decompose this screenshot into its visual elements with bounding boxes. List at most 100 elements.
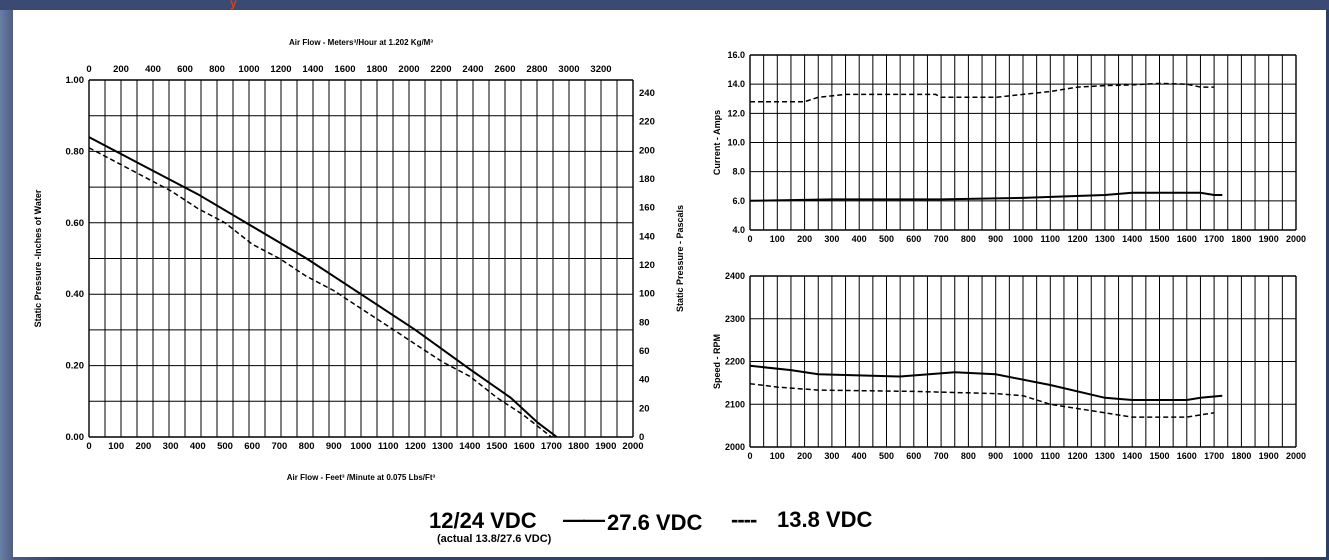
right-tick-label: 60 xyxy=(639,346,650,357)
top-tick-label: 1200 xyxy=(270,64,291,75)
y2-axis-label: Static Pressure - Pascals xyxy=(675,205,685,312)
x-tick-label: 300 xyxy=(824,234,839,244)
top-tick-label: 200 xyxy=(113,64,129,75)
x-axis-label: Air Flow - Feet³ /Minute at 0.075 Lbs/Ft… xyxy=(287,473,436,482)
chart-3 xyxy=(749,275,1297,448)
y-tick-label: 12.0 xyxy=(727,108,745,118)
top-tick-label: 2400 xyxy=(462,64,483,75)
top-tick-label: 1000 xyxy=(238,64,259,75)
y-tick-label: 0.20 xyxy=(66,361,85,372)
x-tick-label: 200 xyxy=(135,441,151,452)
series-line-solid xyxy=(749,191,1223,202)
x-tick-label: 2000 xyxy=(1286,451,1306,461)
x-tick-label: 1500 xyxy=(1149,234,1169,244)
y-tick-label: 14.0 xyxy=(727,79,745,89)
x-tick-label: 1000 xyxy=(350,441,371,452)
right-tick-label: 240 xyxy=(639,88,655,99)
y-tick-label: 0.40 xyxy=(66,289,85,300)
series-line-solid xyxy=(88,136,558,438)
y-tick-label: 2300 xyxy=(725,314,745,324)
top-tick-label: 3200 xyxy=(590,64,611,75)
x-tick-label: 1700 xyxy=(1204,451,1224,461)
x-tick-label: 700 xyxy=(934,234,949,244)
top-tick-label: 1400 xyxy=(302,64,323,75)
x-tick-label: 600 xyxy=(244,441,260,452)
x-tick-label: 1900 xyxy=(1259,234,1279,244)
right-tick-label: 80 xyxy=(639,317,650,328)
x-tick-label: 600 xyxy=(906,234,921,244)
x-tick-label: 800 xyxy=(961,451,976,461)
y-tick-label: 0.80 xyxy=(66,146,85,157)
top-tick-label: 3000 xyxy=(558,64,579,75)
right-tick-label: 20 xyxy=(639,403,650,414)
x-tick-label: 700 xyxy=(271,441,287,452)
x-tick-label: 1700 xyxy=(541,441,562,452)
x-tick-label: 1100 xyxy=(1041,234,1061,244)
top-tick-label: 2800 xyxy=(526,64,547,75)
y-axis-label: Current - Amps xyxy=(712,110,722,175)
x-tick-label: 900 xyxy=(988,451,1003,461)
x-tick-label: 0 xyxy=(86,441,91,452)
right-tick-label: 100 xyxy=(639,289,655,300)
x-tick-label: 200 xyxy=(797,234,812,244)
y-tick-label: 6.0 xyxy=(732,196,745,206)
top-tick-label: 2600 xyxy=(494,64,515,75)
x-tick-label: 1000 xyxy=(1013,451,1033,461)
top-tick-label: 800 xyxy=(209,64,225,75)
x-tick-label: 100 xyxy=(770,451,785,461)
x-tick-label: 1100 xyxy=(378,441,399,452)
x-tick-label: 0 xyxy=(747,234,752,244)
top-tick-label: 2000 xyxy=(398,64,419,75)
y-tick-label: 8.0 xyxy=(732,167,745,177)
series-line-dashed xyxy=(749,382,1215,418)
x-tick-label: 1200 xyxy=(1068,234,1088,244)
x-tick-label: 1600 xyxy=(1177,451,1197,461)
chart-2 xyxy=(749,54,1297,231)
x-tick-label: 0 xyxy=(747,451,752,461)
y-tick-label: 2100 xyxy=(725,399,745,409)
x-tick-label: 1300 xyxy=(432,441,453,452)
x-tick-label: 400 xyxy=(852,234,867,244)
series-line-dashed xyxy=(88,147,552,438)
x-tick-label: 1400 xyxy=(459,441,480,452)
right-tick-label: 40 xyxy=(639,375,650,386)
title-strip xyxy=(0,0,1329,10)
x-tick-label: 900 xyxy=(326,441,342,452)
x-tick-label: 400 xyxy=(190,441,206,452)
x-tick-label: 1700 xyxy=(1204,234,1224,244)
top-tick-label: 600 xyxy=(177,64,193,75)
y-tick-label: 4.0 xyxy=(732,225,745,235)
x-tick-label: 900 xyxy=(988,234,1003,244)
chart-1 xyxy=(88,79,634,438)
x-tick-label: 200 xyxy=(797,451,812,461)
y-axis-label: Speed - RPM xyxy=(712,334,722,389)
charts-canvas: 0 100 200 300 400 500 600 700 800 900 1000 1100 1200… xyxy=(33,38,1306,482)
x-tick-label: 100 xyxy=(108,441,124,452)
x-tick-label: 1200 xyxy=(1068,451,1088,461)
x-tick-label: 700 xyxy=(934,451,949,461)
y-tick-label: 0.60 xyxy=(66,218,85,229)
y-tick-label: 1.00 xyxy=(66,75,85,86)
x-tick-label: 300 xyxy=(163,441,179,452)
x-tick-label: 1600 xyxy=(514,441,535,452)
x-tick-label: 600 xyxy=(906,451,921,461)
x-tick-label: 1800 xyxy=(1231,451,1251,461)
x-tick-label: 1000 xyxy=(1013,234,1033,244)
right-tick-label: 180 xyxy=(639,174,655,185)
x-tick-label: 500 xyxy=(217,441,233,452)
x-tick-label: 1900 xyxy=(1259,451,1279,461)
y-tick-label: 2200 xyxy=(725,357,745,367)
right-tick-label: 140 xyxy=(639,231,655,242)
chart-panel: 0 100 200 300 400 500 600 700 800 900 1000 1100 1200… xyxy=(13,10,1326,557)
y-tick-label: 16.0 xyxy=(727,50,745,60)
x-tick-label: 1200 xyxy=(405,441,426,452)
y-tick-label: 2000 xyxy=(725,442,745,452)
y-tick-label: 0.00 xyxy=(66,432,85,443)
x-tick-label: 2000 xyxy=(622,441,643,452)
top-tick-label: 2200 xyxy=(430,64,451,75)
x-tick-label: 100 xyxy=(770,234,785,244)
right-tick-label: 220 xyxy=(639,117,655,128)
x-tick-label: 1400 xyxy=(1122,451,1142,461)
y-tick-label: 2400 xyxy=(725,271,745,281)
x-tick-label: 2000 xyxy=(1286,234,1306,244)
